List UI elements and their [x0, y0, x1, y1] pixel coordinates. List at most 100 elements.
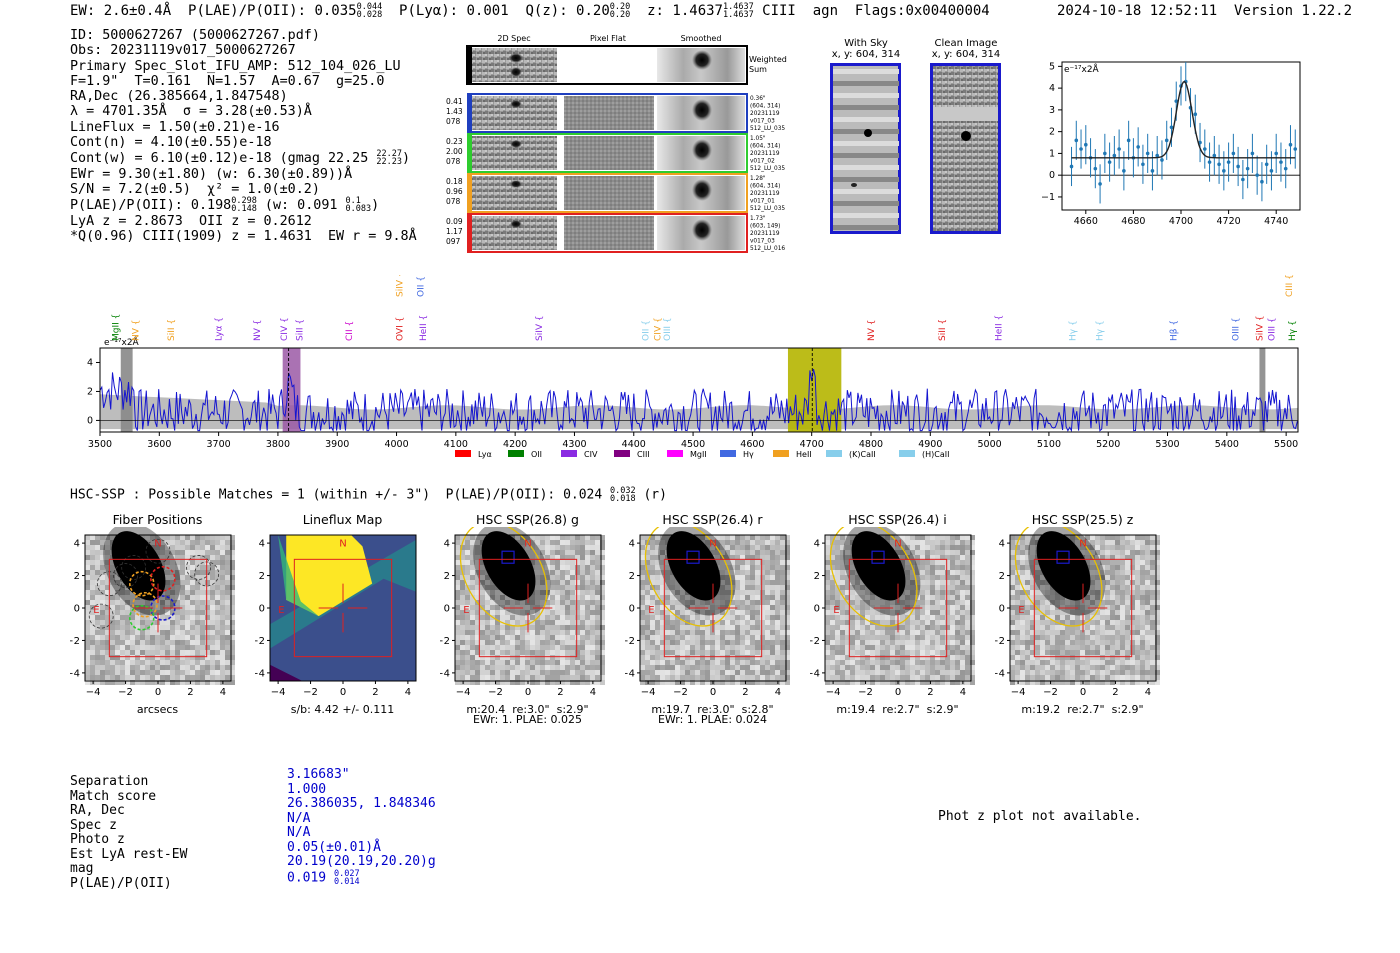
hsc-pixel	[215, 660, 220, 665]
hsc-pixel	[930, 640, 935, 645]
hsc-pixel	[1100, 670, 1105, 675]
hsc-pixel	[1015, 645, 1020, 650]
hsc-pixel	[745, 570, 750, 575]
hsc-pixel	[210, 545, 215, 550]
hsc-pixel	[590, 570, 595, 575]
hsc-pixel	[785, 570, 790, 575]
hsc-pixel	[755, 630, 760, 635]
hsc-pixel	[170, 585, 175, 590]
hsc-pixel	[515, 625, 520, 630]
hsc-pixel	[130, 640, 135, 645]
hsc-pixel	[945, 665, 950, 670]
hsc-pixel	[570, 570, 575, 575]
hsc-pixel	[515, 665, 520, 670]
hsc-pixel	[555, 635, 560, 640]
hsc-pixel	[940, 550, 945, 555]
hsc-pixel	[210, 655, 215, 660]
hsc-pixel	[135, 620, 140, 625]
hsc-pixel	[225, 595, 230, 600]
hsc-pixel	[735, 670, 740, 675]
hsc-pixel	[1130, 635, 1135, 640]
hsc-pixel	[930, 665, 935, 670]
hsc-pixel	[650, 665, 655, 670]
hsc-pixel	[1010, 545, 1015, 550]
hsc-pixel	[455, 550, 460, 555]
hsc-pixel	[640, 605, 645, 610]
hsc-pixel	[720, 650, 725, 655]
hsc-pixel	[1120, 630, 1125, 635]
hsc-pixel	[590, 625, 595, 630]
hsc-pixel	[755, 550, 760, 555]
hsc-pixel	[660, 575, 665, 580]
cutout-row-marker	[468, 94, 472, 132]
hsc-pixel	[560, 615, 565, 620]
hsc-pixel	[775, 575, 780, 580]
hsc-pixel	[725, 580, 730, 585]
hsc-pixel	[540, 545, 545, 550]
hsc-pixel	[835, 660, 840, 665]
hsc-pixel	[1030, 565, 1035, 570]
hsc-pixel	[1020, 630, 1025, 635]
hsc-pixel	[135, 660, 140, 665]
hsc-pixel	[1010, 655, 1015, 660]
hsc-pixel	[545, 670, 550, 675]
hsc-pixel	[785, 540, 790, 545]
hsc-pixel	[525, 610, 530, 615]
hsc-pixel	[160, 630, 165, 635]
hsc-pixel	[200, 605, 205, 610]
fit-ytick-label: 3	[1049, 105, 1055, 116]
hsc-pixel	[1010, 620, 1015, 625]
hsc-pixel	[935, 560, 940, 565]
hsc-pixel	[455, 590, 460, 595]
hsc-pixel	[595, 595, 600, 600]
hsc-pixel	[935, 550, 940, 555]
hsc-pixel	[1110, 570, 1115, 575]
hsc-pixel	[1035, 650, 1040, 655]
hsc-pixel	[1110, 565, 1115, 570]
hsc-pixel	[460, 615, 465, 620]
hsc-pixel	[835, 540, 840, 545]
hsc-pixel	[495, 650, 500, 655]
hsc-pixel	[755, 590, 760, 595]
hsc-pixel	[1045, 645, 1050, 650]
hsc-pixel	[575, 555, 580, 560]
hsc-pixel	[115, 620, 120, 625]
hsc-pixel	[560, 575, 565, 580]
hsc-pixel	[905, 630, 910, 635]
hsc-pixel	[120, 605, 125, 610]
hsc-pixel	[875, 615, 880, 620]
hsc-pixel	[140, 650, 145, 655]
hsc-pixel	[535, 625, 540, 630]
hsc-pixel	[950, 590, 955, 595]
hsc-pixel	[155, 535, 160, 540]
hsc-pixel	[550, 655, 555, 660]
hsc-pixel	[580, 550, 585, 555]
hsc-pixel	[170, 630, 175, 635]
hsc-pixel	[1035, 645, 1040, 650]
hsc-pixel	[665, 615, 670, 620]
hsc-pixel	[165, 650, 170, 655]
hsc-pixel	[1120, 665, 1125, 670]
hsc-pixel	[575, 545, 580, 550]
hsc-pixel	[185, 565, 190, 570]
hsc-pixel	[715, 605, 720, 610]
hsc-pixel	[570, 560, 575, 565]
hsc-pixel	[1010, 570, 1015, 575]
hsc-pixel	[600, 615, 605, 620]
hsc-pixel	[545, 610, 550, 615]
search-box	[663, 558, 763, 658]
hsc-pixel	[960, 670, 965, 675]
panel-xtick-label: 0	[155, 687, 161, 698]
hsc-pixel	[540, 590, 545, 595]
hsc-pixel	[655, 605, 660, 610]
hsc-pixel	[100, 635, 105, 640]
hsc-pixel	[920, 595, 925, 600]
hsc-pixel	[650, 600, 655, 605]
hsc-pixel	[200, 655, 205, 660]
hsc-pixel	[935, 660, 940, 665]
hsc-pixel	[745, 590, 750, 595]
hsc-pixel	[715, 630, 720, 635]
hsc-pixel	[570, 545, 575, 550]
panel-ytick-label: −4	[440, 668, 450, 679]
hsc-pixel	[1130, 655, 1135, 660]
